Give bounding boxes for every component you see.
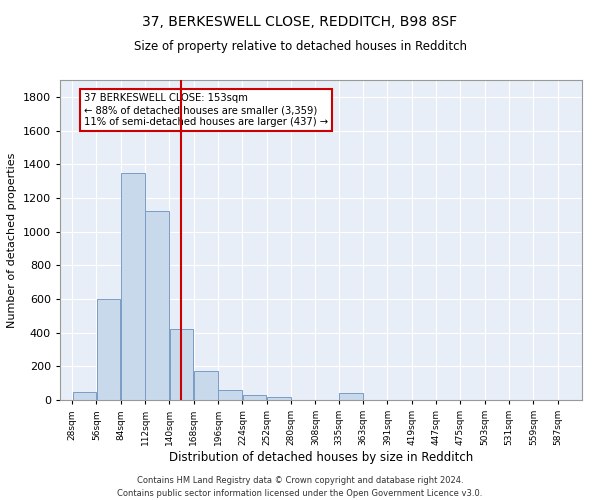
Bar bbox=[267, 398, 290, 400]
Bar bbox=[97, 299, 121, 400]
Bar bbox=[339, 394, 363, 400]
X-axis label: Distribution of detached houses by size in Redditch: Distribution of detached houses by size … bbox=[169, 451, 473, 464]
Text: 37, BERKESWELL CLOSE, REDDITCH, B98 8SF: 37, BERKESWELL CLOSE, REDDITCH, B98 8SF bbox=[142, 15, 458, 29]
Bar bbox=[170, 330, 193, 400]
Bar bbox=[73, 392, 96, 400]
Bar bbox=[194, 372, 218, 400]
Y-axis label: Number of detached properties: Number of detached properties bbox=[7, 152, 17, 328]
Bar bbox=[243, 395, 266, 400]
Bar bbox=[121, 172, 145, 400]
Text: Size of property relative to detached houses in Redditch: Size of property relative to detached ho… bbox=[133, 40, 467, 53]
Bar bbox=[218, 390, 242, 400]
Bar bbox=[145, 212, 169, 400]
Text: Contains HM Land Registry data © Crown copyright and database right 2024.
Contai: Contains HM Land Registry data © Crown c… bbox=[118, 476, 482, 498]
Text: 37 BERKESWELL CLOSE: 153sqm
← 88% of detached houses are smaller (3,359)
11% of : 37 BERKESWELL CLOSE: 153sqm ← 88% of det… bbox=[85, 94, 328, 126]
